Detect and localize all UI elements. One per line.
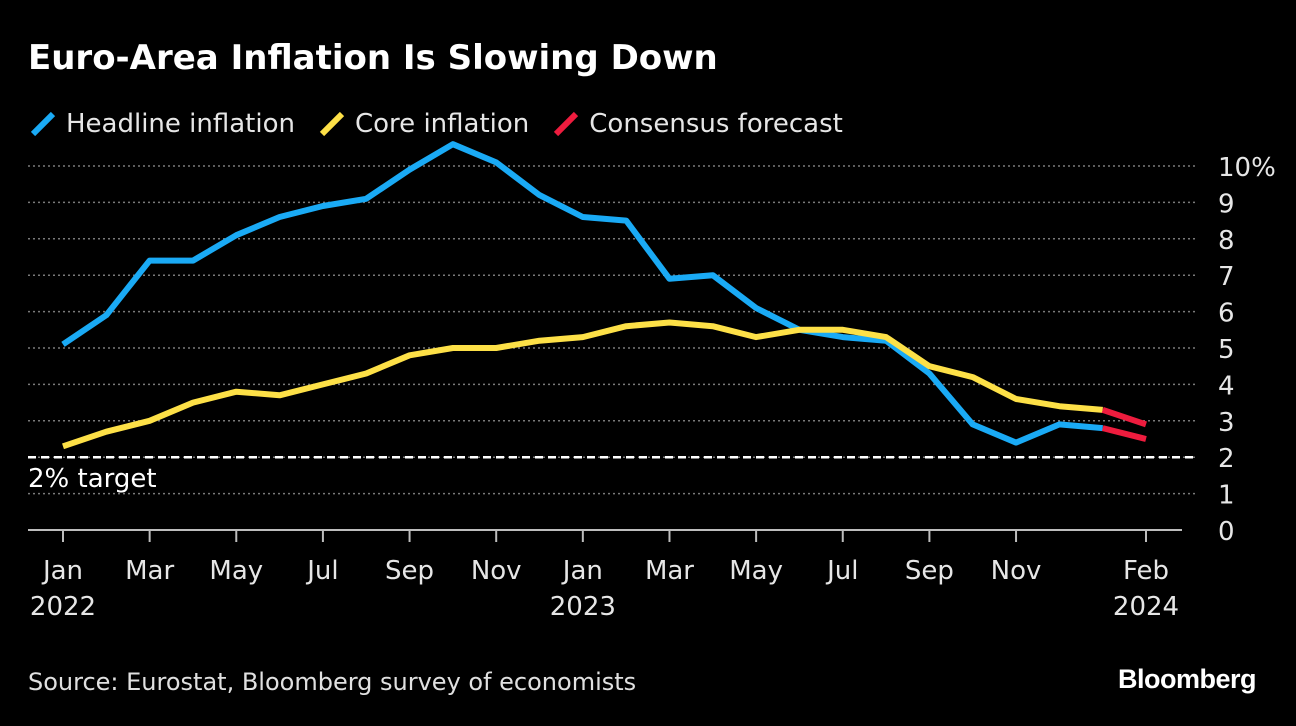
x-tick-label-month: Sep: [905, 556, 954, 586]
legend-item-headline: Headline inflation: [28, 109, 295, 139]
bloomberg-logo: Bloomberg: [1117, 664, 1257, 694]
x-tick-label-year: 2024: [1113, 592, 1179, 622]
y-tick-label: 2: [1218, 444, 1235, 474]
legend-line-headline: [30, 111, 56, 137]
x-tick-label-month: Jan: [561, 556, 603, 586]
y-tick-label: 9: [1218, 189, 1235, 219]
y-tick-label: 7: [1218, 262, 1235, 292]
x-tick-label-year: 2023: [550, 592, 616, 622]
axes: 0 1 2 3 4 5 6 7 8 9 10% Jan 2022 Mar May Jul Sep Nov Jan 20…: [28, 153, 1276, 622]
target-label: 2% target: [28, 464, 157, 494]
series-lines: [61, 141, 1147, 450]
legend-item-forecast: Consensus forecast: [551, 109, 843, 139]
chart-legend: Headline inflation Core inflation Consen…: [28, 106, 865, 142]
legend-swatch-core: [319, 111, 345, 137]
series-line-consensus-forecast: [1101, 425, 1147, 442]
y-tick-label: 4: [1218, 371, 1235, 401]
x-tick-label-month: Feb: [1123, 556, 1169, 586]
legend-line-forecast: [554, 111, 579, 137]
legend-swatch-forecast: [554, 111, 579, 137]
y-tick-label: 5: [1218, 335, 1235, 365]
legend-label-forecast: Consensus forecast: [589, 109, 843, 139]
x-tick-label-month: Jul: [305, 556, 338, 586]
x-tick-label-month: Nov: [991, 556, 1042, 586]
x-tick-label-month: Jan: [41, 556, 83, 586]
y-tick-label: 0: [1218, 517, 1235, 547]
x-tick-label-month: Mar: [125, 556, 174, 586]
x-tick-label-month: Sep: [385, 556, 434, 586]
legend-label-core: Core inflation: [355, 109, 530, 139]
y-tick-label: 3: [1218, 408, 1235, 438]
legend-line-core: [319, 111, 345, 137]
y-tick-label: 10%: [1218, 153, 1276, 183]
legend-item-core: Core inflation: [317, 109, 529, 139]
y-tick-label: 6: [1218, 299, 1235, 329]
x-tick-label-year: 2022: [30, 592, 96, 622]
legend-label-headline: Headline inflation: [66, 109, 295, 139]
x-tick-label-month: Jul: [825, 556, 858, 586]
legend-swatch-headline: [30, 111, 56, 137]
chart-title: Euro-Area Inflation Is Slowing Down: [28, 38, 718, 78]
x-tick-label-month: Nov: [471, 556, 522, 586]
x-tick-label-month: Mar: [645, 556, 694, 586]
target-line-group: 2% target: [28, 455, 1196, 494]
x-tick-label-month: May: [729, 556, 783, 586]
series-line-core-inflation: [62, 319, 1103, 450]
series-line-headline-inflation: [61, 141, 1103, 446]
y-tick-label: 8: [1218, 226, 1235, 256]
series-line-consensus-forecast: [1101, 407, 1147, 428]
y-tick-label: 1: [1218, 481, 1235, 511]
source-note: Source: Eurostat, Bloomberg survey of ec…: [28, 668, 637, 696]
x-tick-label-month: May: [209, 556, 263, 586]
